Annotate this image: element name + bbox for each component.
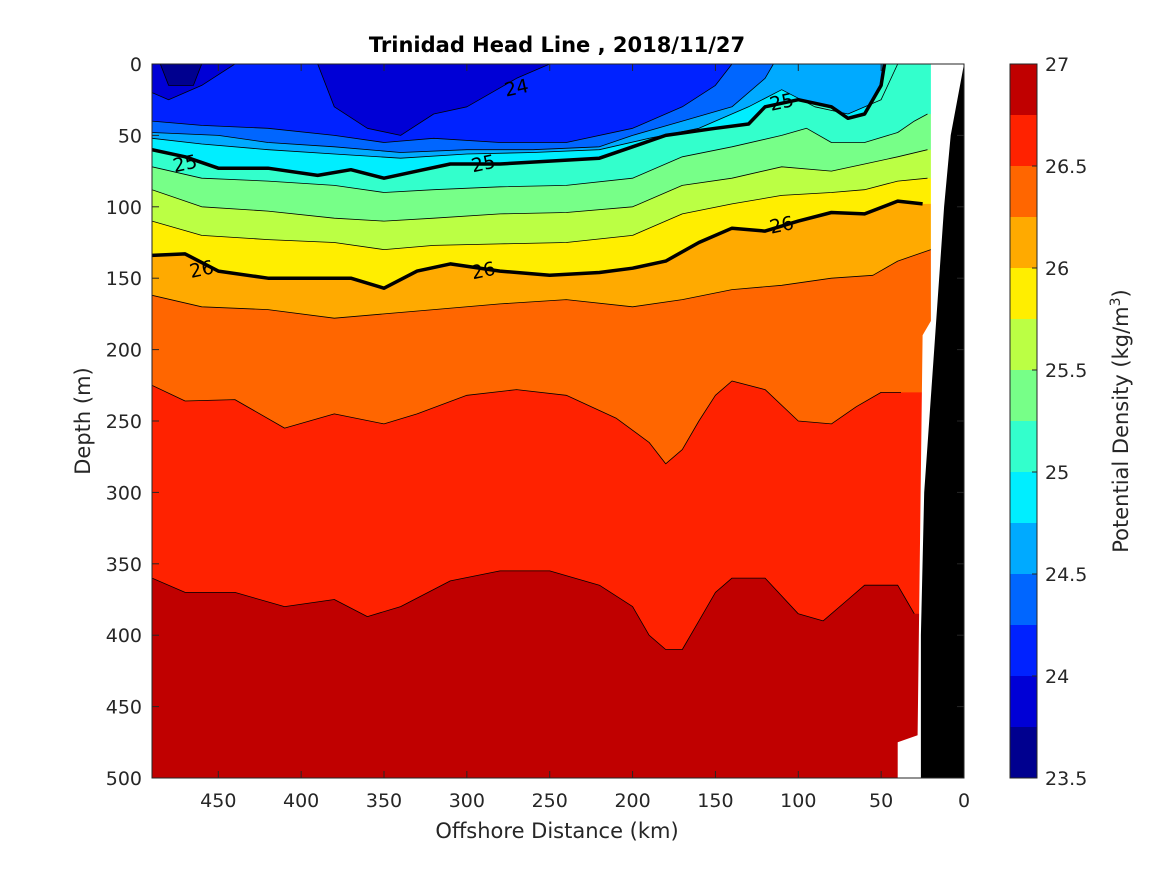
colorbar-swatch xyxy=(1010,370,1037,421)
y-tick-label: 100 xyxy=(106,197,142,219)
colorbar-tick-label: 24.5 xyxy=(1045,564,1087,586)
colorbar-label: Potential Density (kg/m3) xyxy=(1108,289,1133,553)
contour-line xyxy=(152,177,928,251)
y-tick-label: 400 xyxy=(106,625,142,647)
colorbar-swatch xyxy=(1010,319,1037,370)
colorbar-tick-label: 26 xyxy=(1045,258,1069,280)
colorbar-tick-label: 27 xyxy=(1045,54,1069,76)
contour-line-labeled xyxy=(152,64,887,180)
x-tick-label: 100 xyxy=(780,790,816,812)
contour-label: 24 xyxy=(502,75,530,102)
colorbar: 27 26.5 26 25.5 25 24.5 24 23.5 xyxy=(1009,54,1087,790)
contour-line xyxy=(152,64,733,143)
colorbar-swatch xyxy=(1010,64,1037,115)
x-tick-label: 50 xyxy=(869,790,893,812)
colorbar-swatch xyxy=(1010,625,1037,676)
colorbar-tick-label: 23.5 xyxy=(1045,768,1087,790)
contour-line xyxy=(152,380,901,465)
contour-line xyxy=(152,64,774,153)
y-tick-label: 200 xyxy=(106,340,142,362)
y-axis: 0 50 100 150 200 250 300 350 400 450 500 xyxy=(106,54,964,790)
contour-label: 25 xyxy=(768,89,796,116)
density-band xyxy=(152,570,964,778)
contour-line xyxy=(317,64,550,136)
density-band xyxy=(317,64,550,136)
colorbar-swatch xyxy=(1010,472,1037,523)
contour-line-labeled xyxy=(152,199,923,290)
x-tick-label: 300 xyxy=(449,790,485,812)
colorbar-swatch xyxy=(1010,217,1037,268)
contour-line xyxy=(152,249,932,319)
y-tick-label: 450 xyxy=(106,697,142,719)
y-tick-label: 300 xyxy=(106,482,142,504)
y-tick-label: 350 xyxy=(106,554,142,576)
y-tick-label: 250 xyxy=(106,411,142,433)
x-tick-label: 150 xyxy=(697,790,733,812)
colorbar-swatch xyxy=(1010,574,1037,625)
x-tick-label: 350 xyxy=(366,790,402,812)
density-band xyxy=(160,64,202,86)
x-tick-label: 400 xyxy=(283,790,319,812)
contour-label: 26 xyxy=(768,212,796,239)
x-tick-label: 250 xyxy=(532,790,568,812)
contour-label: 26 xyxy=(188,256,216,283)
seafloor-mask xyxy=(920,64,964,778)
contour-label: 26 xyxy=(469,258,497,285)
colorbar-swatch xyxy=(1010,727,1037,778)
colorbar-swatch xyxy=(1010,421,1037,472)
colorbar-frame xyxy=(1009,63,1038,779)
contour-line xyxy=(159,64,203,86)
contour-label: 25 xyxy=(469,151,497,178)
colorbar-tick-label: 26.5 xyxy=(1045,156,1087,178)
colorbar-tick-label: 25.5 xyxy=(1045,360,1087,382)
x-axis: 450 400 350 300 250 200 150 100 50 0 xyxy=(200,64,970,812)
contour-line xyxy=(152,149,928,222)
colorbar-swatch xyxy=(1010,676,1037,727)
colorbar-swatch xyxy=(1010,523,1037,574)
contour-line xyxy=(152,64,899,159)
y-axis-label: Depth (m) xyxy=(71,367,95,474)
plot-area: 24 25 25 25 26 26 26 xyxy=(151,63,965,779)
y-tick-label: 50 xyxy=(118,125,142,147)
contour-label: 25 xyxy=(171,151,199,178)
colorbar-tick-label: 24 xyxy=(1045,666,1069,688)
x-axis-label: Offshore Distance (km) xyxy=(435,819,678,843)
chart-title: Trinidad Head Line , 2018/11/27 xyxy=(369,33,745,57)
x-tick-label: 200 xyxy=(614,790,650,812)
contour-line xyxy=(152,570,915,650)
x-tick-label: 450 xyxy=(200,790,236,812)
contour-line xyxy=(152,113,928,193)
x-tick-label: 0 xyxy=(958,790,970,812)
y-tick-label: 0 xyxy=(130,54,142,76)
y-tick-label: 150 xyxy=(106,268,142,290)
density-field: 24 25 25 25 26 26 26 xyxy=(152,64,964,778)
colorbar-swatch xyxy=(1010,115,1037,166)
colorbar-tick-label: 25 xyxy=(1045,462,1069,484)
colorbar-swatch xyxy=(1010,268,1037,319)
y-tick-label: 500 xyxy=(106,768,142,790)
contour-line xyxy=(152,64,236,101)
colorbar-swatch xyxy=(1010,166,1037,217)
